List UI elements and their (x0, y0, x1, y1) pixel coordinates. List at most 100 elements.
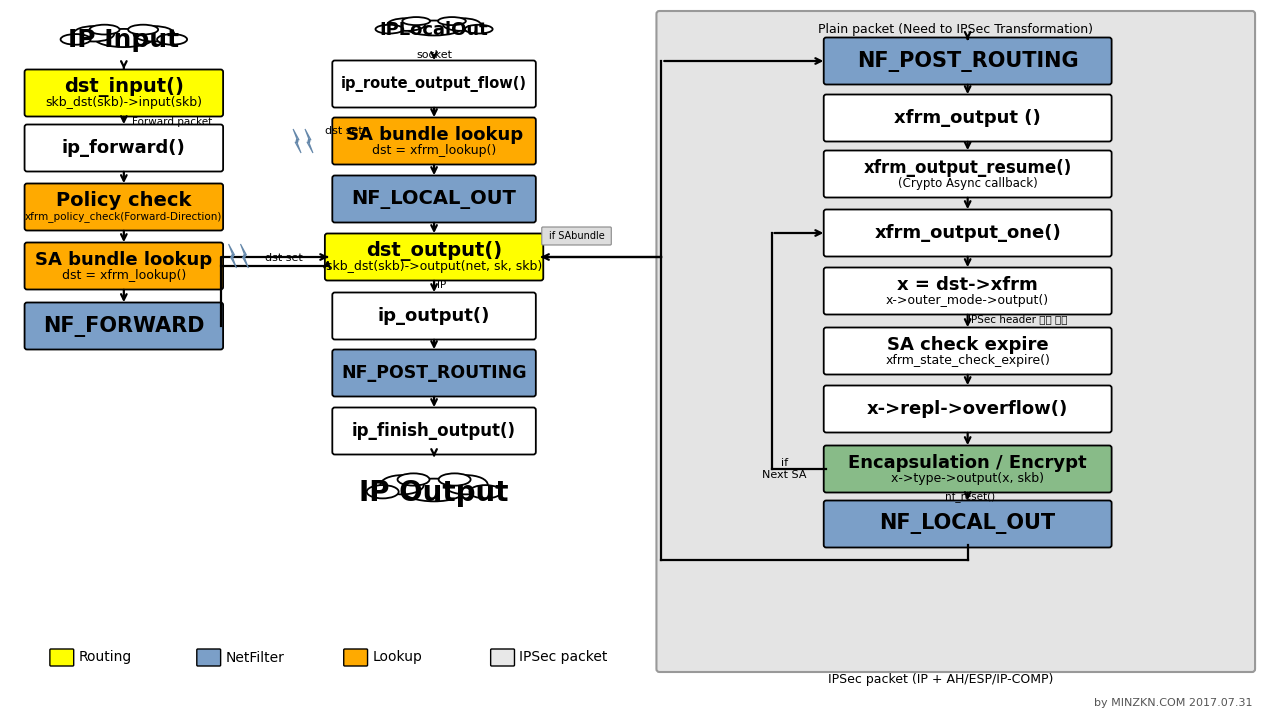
Ellipse shape (469, 485, 502, 498)
FancyBboxPatch shape (344, 649, 368, 666)
Text: x = dst->xfrm: x = dst->xfrm (897, 276, 1038, 294)
Text: SA bundle lookup: SA bundle lookup (345, 126, 522, 144)
Text: socket: socket (416, 50, 453, 60)
Polygon shape (293, 129, 301, 153)
Text: NetFilter: NetFilter (225, 651, 284, 664)
Text: x->outer_mode->output(): x->outer_mode->output() (886, 294, 1049, 307)
FancyBboxPatch shape (332, 175, 536, 222)
Ellipse shape (465, 25, 493, 34)
FancyBboxPatch shape (24, 302, 224, 350)
Ellipse shape (134, 26, 174, 41)
Text: dst = xfrm_lookup(): dst = xfrm_lookup() (62, 269, 186, 282)
Polygon shape (240, 244, 249, 268)
Text: skb_dst(skb)->output(net, sk, skb): skb_dst(skb)->output(net, sk, skb) (326, 260, 542, 272)
Text: xfrm_state_check_expire(): xfrm_state_check_expire() (885, 354, 1050, 367)
FancyBboxPatch shape (24, 69, 224, 117)
Ellipse shape (387, 18, 425, 31)
Text: xfrm_output_one(): xfrm_output_one() (875, 224, 1060, 242)
FancyBboxPatch shape (824, 327, 1111, 375)
Text: NF_POST_ROUTING: NF_POST_ROUTING (341, 364, 527, 382)
Ellipse shape (439, 17, 466, 25)
Text: Lookup: Lookup (373, 651, 422, 664)
Text: nf_reset(): nf_reset() (944, 491, 995, 503)
FancyBboxPatch shape (824, 37, 1111, 84)
FancyBboxPatch shape (542, 227, 612, 245)
Text: Forward packet: Forward packet (131, 117, 212, 127)
Text: NF_LOCAL_OUT: NF_LOCAL_OUT (880, 513, 1055, 535)
Ellipse shape (439, 473, 470, 485)
Ellipse shape (367, 485, 398, 498)
Ellipse shape (128, 25, 158, 34)
Ellipse shape (442, 18, 480, 31)
Text: xfrm_output (): xfrm_output () (895, 109, 1042, 127)
Text: IP: IP (437, 280, 446, 290)
FancyBboxPatch shape (332, 117, 536, 164)
FancyBboxPatch shape (824, 209, 1111, 257)
Ellipse shape (375, 25, 403, 34)
Text: SA check expire: SA check expire (887, 336, 1048, 354)
Ellipse shape (73, 26, 114, 41)
FancyBboxPatch shape (824, 267, 1111, 315)
Text: Encapsulation / Encrypt: Encapsulation / Encrypt (848, 454, 1087, 472)
Text: SA bundle lookup: SA bundle lookup (35, 251, 212, 269)
Ellipse shape (157, 34, 187, 45)
FancyBboxPatch shape (824, 94, 1111, 142)
Ellipse shape (95, 29, 153, 47)
Text: IP Input: IP Input (68, 28, 179, 52)
FancyBboxPatch shape (332, 350, 536, 397)
Text: IP Output: IP Output (359, 479, 509, 507)
FancyBboxPatch shape (490, 649, 514, 666)
Ellipse shape (402, 17, 430, 25)
Text: x->type->output(x, skb): x->type->output(x, skb) (891, 472, 1044, 485)
FancyBboxPatch shape (332, 292, 536, 340)
Text: xfrm_policy_check(Forward-Direction): xfrm_policy_check(Forward-Direction) (25, 211, 222, 222)
Text: NF_POST_ROUTING: NF_POST_ROUTING (857, 51, 1078, 72)
FancyBboxPatch shape (24, 124, 224, 172)
Ellipse shape (398, 473, 430, 485)
Ellipse shape (90, 25, 120, 34)
Text: (Crypto Async callback): (Crypto Async callback) (897, 177, 1038, 189)
Text: NF_FORWARD: NF_FORWARD (43, 315, 205, 337)
FancyBboxPatch shape (24, 242, 224, 290)
FancyBboxPatch shape (824, 500, 1111, 548)
FancyBboxPatch shape (332, 61, 536, 107)
FancyBboxPatch shape (49, 649, 73, 666)
Text: dst_output(): dst_output() (367, 241, 502, 261)
Ellipse shape (407, 21, 461, 36)
FancyBboxPatch shape (197, 649, 221, 666)
Text: NF_LOCAL_OUT: NF_LOCAL_OUT (351, 189, 517, 209)
FancyBboxPatch shape (24, 184, 224, 230)
Text: ip_output(): ip_output() (378, 307, 490, 325)
Text: dst = xfrm_lookup(): dst = xfrm_lookup() (372, 144, 497, 157)
Text: dst set: dst set (325, 126, 363, 136)
FancyBboxPatch shape (824, 150, 1111, 197)
Text: Policy check: Policy check (56, 191, 192, 210)
Text: IPSec packet: IPSec packet (520, 651, 608, 664)
Text: Routing: Routing (78, 651, 131, 664)
Text: if SAbundle: if SAbundle (549, 231, 604, 241)
Polygon shape (305, 129, 313, 153)
Text: if
Next SA: if Next SA (762, 458, 806, 480)
Ellipse shape (61, 34, 91, 45)
Polygon shape (229, 244, 236, 268)
Text: by MINZKN.COM 2017.07.31: by MINZKN.COM 2017.07.31 (1093, 698, 1253, 708)
FancyBboxPatch shape (824, 385, 1111, 433)
Text: ip_route_output_flow(): ip_route_output_flow() (341, 76, 527, 92)
Text: x->repl->overflow(): x->repl->overflow() (867, 400, 1068, 418)
Text: skb_dst(skb)->input(skb): skb_dst(skb)->input(skb) (46, 96, 202, 109)
Text: Plain packet (Need to IPSec Transformation): Plain packet (Need to IPSec Transformati… (818, 22, 1093, 36)
Ellipse shape (403, 478, 465, 501)
Text: xfrm_output_resume(): xfrm_output_resume() (863, 159, 1072, 177)
FancyBboxPatch shape (325, 234, 544, 280)
Text: ip_forward(): ip_forward() (62, 139, 186, 157)
Text: dst_input(): dst_input() (64, 77, 183, 97)
FancyBboxPatch shape (824, 445, 1111, 493)
Text: IPSec packet (IP + AH/ESP/IP-COMP): IPSec packet (IP + AH/ESP/IP-COMP) (828, 674, 1054, 686)
Ellipse shape (380, 475, 423, 494)
Text: IPSec header 공간 확보: IPSec header 공간 확보 (967, 314, 1067, 324)
Text: dst set: dst set (265, 253, 303, 263)
Text: IPLocalOut: IPLocalOut (379, 21, 488, 39)
FancyBboxPatch shape (656, 11, 1255, 672)
Text: ip_finish_output(): ip_finish_output() (353, 422, 516, 440)
FancyBboxPatch shape (332, 408, 536, 455)
